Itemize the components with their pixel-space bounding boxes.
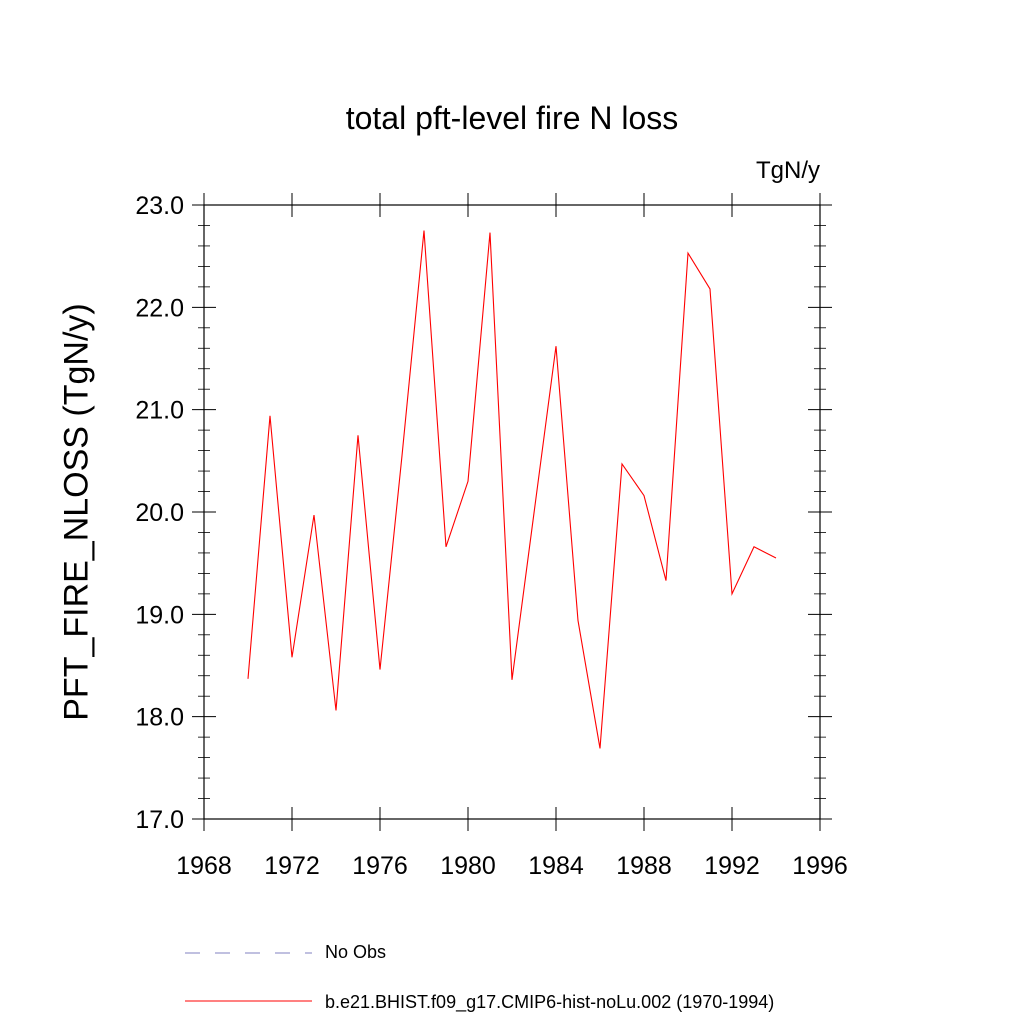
x-tick-label: 1976 [352,852,408,880]
legend-label-no-obs: No Obs [325,942,387,962]
series-line [247,230,777,749]
y-tick-label: 20.0 [135,499,184,527]
x-tick-label: 1988 [616,852,672,880]
y-tick-label: 23.0 [135,192,184,220]
x-tick-label: 1968 [176,852,232,880]
y-tick-label: 18.0 [135,704,184,732]
legend-label-model-run: b.e21.BHIST.f09_g17.CMIP6-hist-noLu.002 … [325,992,775,1012]
x-tick-label: 1992 [704,852,760,880]
y-tick-label: 19.0 [135,601,184,629]
x-tick-label: 1972 [264,852,320,880]
legend [185,952,312,1002]
x-tick-label: 1980 [440,852,496,880]
y-tick-label: 22.0 [135,294,184,322]
x-tick-label: 1984 [528,852,584,880]
y-axis-ticks: 17.0 18.0 19.0 20.0 21.0 22.0 23.0 [135,192,832,834]
y-tick-label: 17.0 [135,806,184,834]
chart-title: total pft-level fire N loss [345,100,679,136]
x-tick-label: 1996 [792,852,848,880]
plot-border [203,204,821,820]
plot-frame [203,204,821,820]
x-axis-ticks: 1968 1972 1976 1980 1984 1988 1992 1996 [176,193,848,880]
data-series [247,230,777,749]
y-tick-label: 21.0 [135,397,184,425]
units-label: TgN/y [755,157,820,184]
